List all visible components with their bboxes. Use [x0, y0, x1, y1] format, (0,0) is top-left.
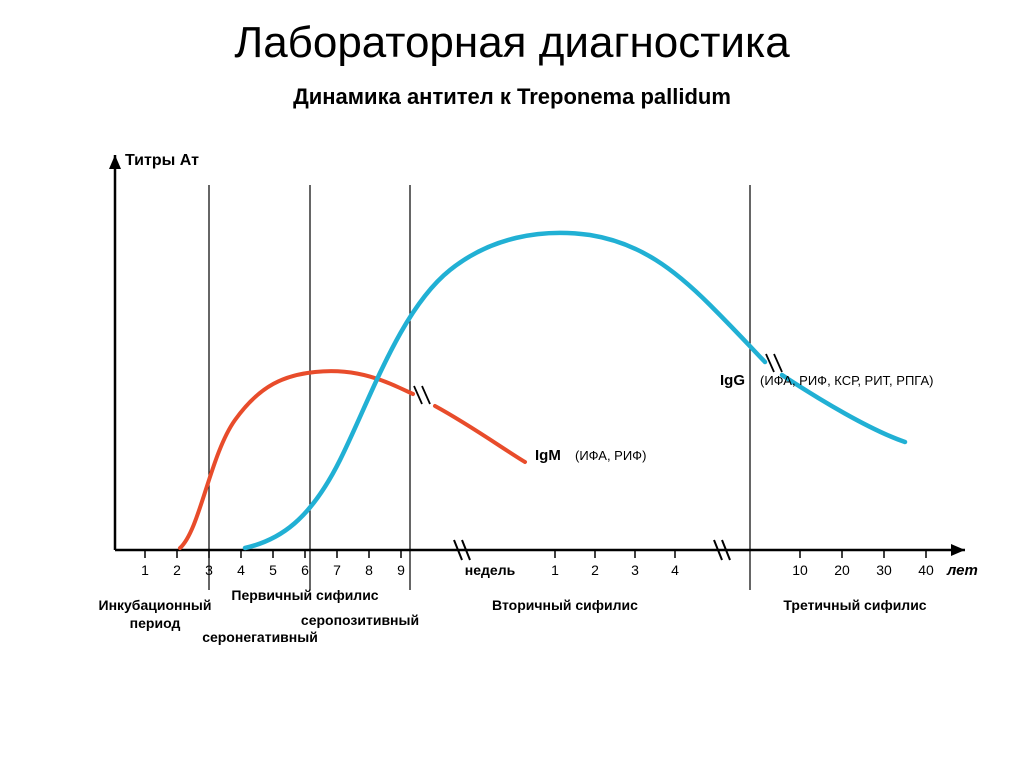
slide: Лабораторная диагностика Динамика антите… — [0, 0, 1024, 767]
x-tick-label: 1 — [551, 562, 559, 578]
x-tick-label: 7 — [333, 562, 341, 578]
series-igg — [245, 233, 905, 548]
series-label-igm: IgM (ИФА, РИФ) — [535, 447, 646, 464]
x-tick-label: 40 — [918, 562, 934, 578]
x-units-label: лет — [946, 562, 978, 579]
x-tick-label: 1 — [141, 562, 149, 578]
x-tick-label: 10 — [792, 562, 808, 578]
x-tick-label: 6 — [301, 562, 309, 578]
x-axis-arrow — [951, 544, 965, 556]
svg-text:IgG: IgG — [720, 372, 745, 389]
chart-title: Динамика антител к Treponema pallidum — [0, 84, 1024, 110]
series-break — [774, 354, 782, 372]
series-igm — [180, 371, 525, 548]
series-break — [766, 354, 774, 372]
phase-label: Первичный сифилис — [231, 587, 378, 603]
phase-label: Вторичный сифилис — [492, 597, 638, 613]
series-label-igg: IgG (ИФА, РИФ, КСР, РИТ, РПГА) — [720, 372, 933, 389]
x-tick-label: 2 — [591, 562, 599, 578]
x-tick-label: 2 — [173, 562, 181, 578]
x-tick-label: 3 — [205, 562, 213, 578]
svg-text:(ИФА, РИФ): (ИФА, РИФ) — [575, 448, 646, 463]
x-tick-label: 9 — [397, 562, 405, 578]
phase-label: серопозитивный — [301, 612, 419, 628]
phase-label: Инкубационный — [99, 597, 212, 613]
phase-label: серонегативный — [202, 629, 318, 645]
phase-label: Третичный сифилис — [783, 597, 926, 613]
chart-svg: Титры Ат лет 1 2 3 4 5 6 7 8 9 недель 1 2 3 4 10 20 30 40 Ig… — [60, 130, 980, 730]
svg-text:IgM: IgM — [535, 447, 561, 464]
x-tick-label: 4 — [237, 562, 245, 578]
x-tick-label: 3 — [631, 562, 639, 578]
svg-text:(ИФА, РИФ, КСР, РИТ, РПГА): (ИФА, РИФ, КСР, РИТ, РПГА) — [760, 373, 933, 388]
x-tick-label: 5 — [269, 562, 277, 578]
y-axis-label: Титры Ат — [125, 152, 199, 169]
main-title: Лабораторная диагностика — [0, 18, 1024, 68]
series-break — [422, 386, 430, 404]
x-tick-label: 20 — [834, 562, 850, 578]
chart-area: Титры Ат лет 1 2 3 4 5 6 7 8 9 недель 1 2 3 4 10 20 30 40 Ig… — [60, 130, 980, 730]
series-break — [414, 386, 422, 404]
phase-label: период — [130, 615, 181, 631]
y-axis-arrow — [109, 155, 121, 169]
x-tick-label: 8 — [365, 562, 373, 578]
x-tick-label: 4 — [671, 562, 679, 578]
x-weeks-label: недель — [465, 562, 516, 578]
x-tick-label: 30 — [876, 562, 892, 578]
